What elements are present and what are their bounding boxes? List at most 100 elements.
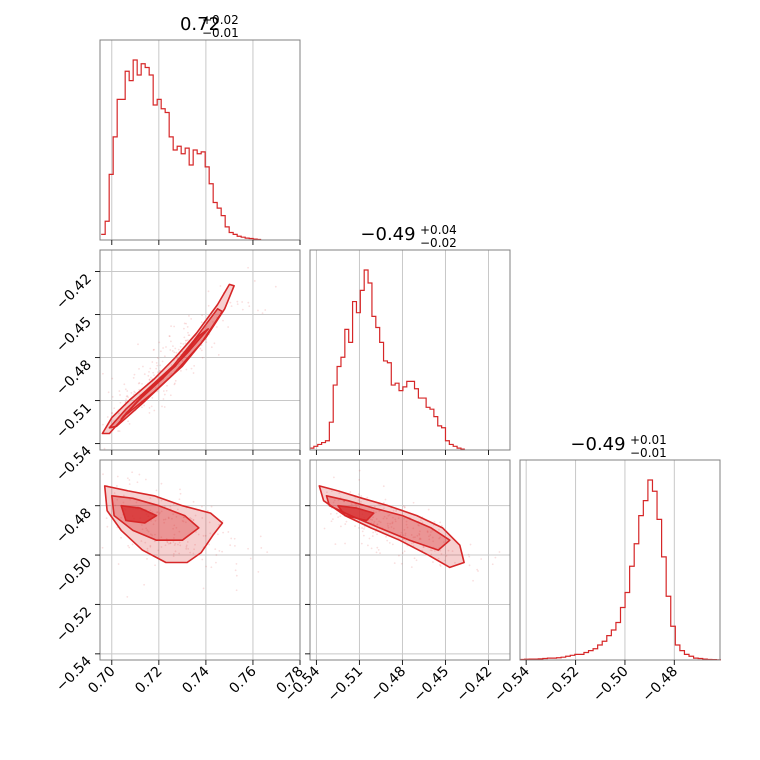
scatter-point bbox=[132, 393, 135, 396]
scatter-point bbox=[173, 533, 176, 536]
scatter-point bbox=[192, 500, 195, 503]
scatter-point bbox=[439, 549, 442, 552]
scatter-point bbox=[120, 536, 122, 539]
scatter-point bbox=[186, 339, 189, 342]
scatter-point bbox=[257, 309, 259, 312]
scatter-point bbox=[184, 521, 187, 524]
scatter-point bbox=[151, 396, 154, 399]
scatter-point bbox=[188, 334, 191, 337]
scatter-point bbox=[397, 517, 400, 520]
scatter-point bbox=[438, 537, 441, 540]
scatter-point bbox=[199, 347, 202, 350]
scatter-point bbox=[133, 390, 136, 393]
scatter-point bbox=[358, 469, 361, 472]
scatter-point bbox=[116, 498, 119, 501]
panel-frame bbox=[309, 249, 511, 451]
scatter-point bbox=[140, 524, 143, 526]
scatter-point bbox=[167, 517, 170, 520]
scatter-point bbox=[208, 521, 211, 524]
scatter-point bbox=[177, 543, 179, 546]
scatter-point bbox=[107, 391, 110, 394]
panel-frame bbox=[99, 39, 301, 241]
scatter-point bbox=[181, 359, 184, 362]
scatter-point bbox=[118, 390, 121, 392]
scatter-point bbox=[187, 548, 190, 550]
scatter-point bbox=[419, 538, 422, 540]
scatter-point bbox=[370, 547, 373, 550]
scatter-point bbox=[163, 355, 166, 358]
scatter-point bbox=[227, 326, 230, 328]
scatter-point bbox=[202, 587, 205, 590]
scatter-point bbox=[175, 351, 178, 354]
scatter-point bbox=[173, 537, 175, 539]
scatter-point bbox=[201, 517, 204, 519]
scatter-point bbox=[218, 550, 221, 552]
scatter-point bbox=[350, 503, 353, 506]
scatter-point bbox=[133, 373, 136, 376]
scatter-point bbox=[373, 505, 376, 508]
scatter-point bbox=[187, 331, 189, 334]
scatter-point bbox=[113, 492, 116, 495]
scatter-point bbox=[169, 505, 172, 508]
scatter-point bbox=[144, 478, 147, 481]
scatter-point bbox=[182, 516, 185, 519]
scatter-point bbox=[390, 526, 393, 528]
scatter-point bbox=[172, 527, 174, 530]
scatter-point bbox=[174, 550, 177, 553]
scatter-point bbox=[120, 516, 122, 519]
title-param-0-plus: +0.02 bbox=[202, 13, 239, 27]
scatter-point bbox=[205, 565, 208, 568]
scatter-point bbox=[173, 383, 176, 386]
scatter-point bbox=[391, 522, 394, 525]
scatter-point bbox=[165, 346, 167, 348]
scatter-point bbox=[366, 496, 369, 499]
scatter-point bbox=[210, 566, 213, 569]
scatter-point bbox=[92, 425, 94, 427]
scatter-point bbox=[102, 423, 104, 426]
scatter-point bbox=[162, 390, 165, 392]
scatter-point bbox=[476, 568, 479, 571]
scatter-point bbox=[428, 538, 431, 541]
scatter-point bbox=[168, 335, 171, 337]
y-tick-label: −0.48 bbox=[53, 357, 95, 399]
scatter-point bbox=[166, 540, 169, 543]
scatter-point bbox=[422, 546, 425, 549]
scatter-point bbox=[178, 552, 181, 555]
scatter-point bbox=[360, 495, 363, 497]
scatter-point bbox=[222, 319, 224, 322]
scatter-point bbox=[123, 383, 126, 386]
hist-panel-param-0 bbox=[101, 40, 301, 241]
panel-frame bbox=[519, 459, 721, 661]
x-tick-label: −0.48 bbox=[639, 664, 681, 706]
scatter-point bbox=[180, 342, 182, 345]
scatter-point bbox=[152, 371, 155, 374]
scatter-point bbox=[138, 473, 141, 476]
scatter-point bbox=[468, 564, 471, 567]
scatter-point bbox=[376, 533, 378, 536]
scatter-point bbox=[215, 561, 217, 564]
scatter-point bbox=[167, 542, 170, 545]
scatter-point bbox=[349, 491, 352, 493]
scatter-point bbox=[178, 363, 180, 365]
scatter-point bbox=[187, 334, 190, 337]
scatter-point bbox=[221, 550, 224, 553]
y-tick-label: −0.52 bbox=[53, 604, 95, 646]
scatter-point bbox=[357, 499, 360, 502]
scatter-point bbox=[163, 521, 166, 524]
scatter-point bbox=[146, 547, 149, 550]
scatter-point bbox=[163, 393, 166, 396]
scatter-point bbox=[338, 492, 341, 495]
scatter-point bbox=[106, 416, 109, 418]
scatter-point bbox=[388, 542, 391, 544]
scatter-point bbox=[101, 546, 104, 549]
scatter-point bbox=[140, 540, 143, 542]
scatter-point bbox=[147, 530, 150, 533]
scatter-point bbox=[372, 531, 375, 534]
scatter-point bbox=[162, 518, 165, 521]
scatter-point bbox=[360, 542, 363, 545]
scatter-point bbox=[218, 523, 221, 526]
title-param-2-plus: +0.01 bbox=[630, 433, 667, 447]
x-tick-label: −0.50 bbox=[590, 664, 632, 706]
scatter-point bbox=[157, 357, 159, 359]
scatter-point bbox=[394, 518, 397, 521]
